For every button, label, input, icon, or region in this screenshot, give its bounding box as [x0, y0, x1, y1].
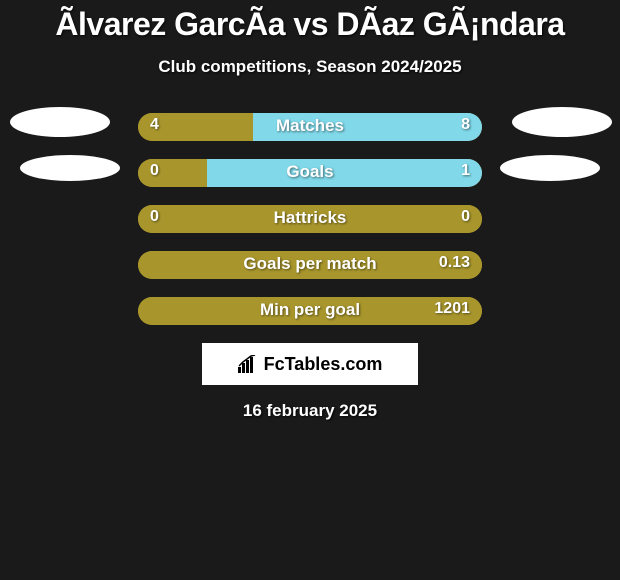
stat-label: Min per goal	[138, 300, 482, 320]
stat-label: Hattricks	[138, 208, 482, 228]
subtitle: Club competitions, Season 2024/2025	[0, 57, 620, 77]
stat-value-right: 0	[461, 208, 470, 226]
chart-icon	[238, 355, 258, 373]
player-avatar-left	[10, 107, 110, 137]
stat-label: Goals	[138, 162, 482, 182]
stat-value-left: 0	[150, 208, 159, 226]
player-avatar-right	[512, 107, 612, 137]
stats-rows: Matches48Goals01Hattricks00Goals per mat…	[0, 113, 620, 327]
logo-text: FcTables.com	[264, 354, 383, 375]
stat-value-right: 1201	[434, 300, 470, 318]
page-title: Ãlvarez GarcÃ­a vs DÃ­az GÃ¡ndara	[0, 0, 620, 43]
stat-bar: Min per goal1201	[138, 297, 482, 325]
stat-value-right: 8	[461, 116, 470, 134]
player-avatar-left	[20, 155, 120, 181]
stat-label: Goals per match	[138, 254, 482, 274]
stat-bar: Matches4 8	[138, 113, 482, 141]
stat-value-right: 1	[461, 162, 470, 180]
date-text: 16 february 2025	[0, 401, 620, 421]
player-avatar-right	[500, 155, 600, 181]
stat-label: Matches	[138, 116, 482, 136]
stat-bar: Goals per match0.13	[138, 251, 482, 279]
stat-row: Min per goal1201	[0, 297, 620, 327]
stat-row: Goals0 1	[0, 159, 620, 189]
stat-bar: Hattricks0 0	[138, 205, 482, 233]
stat-value-left: 4	[150, 116, 159, 134]
stat-value-left: 0	[150, 162, 159, 180]
stat-value-right: 0.13	[439, 254, 470, 272]
stat-row: Hattricks0 0	[0, 205, 620, 235]
stat-bar: Goals0 1	[138, 159, 482, 187]
logo-box: FcTables.com	[202, 343, 418, 385]
stat-row: Goals per match0.13	[0, 251, 620, 281]
stat-row: Matches4 8	[0, 113, 620, 143]
